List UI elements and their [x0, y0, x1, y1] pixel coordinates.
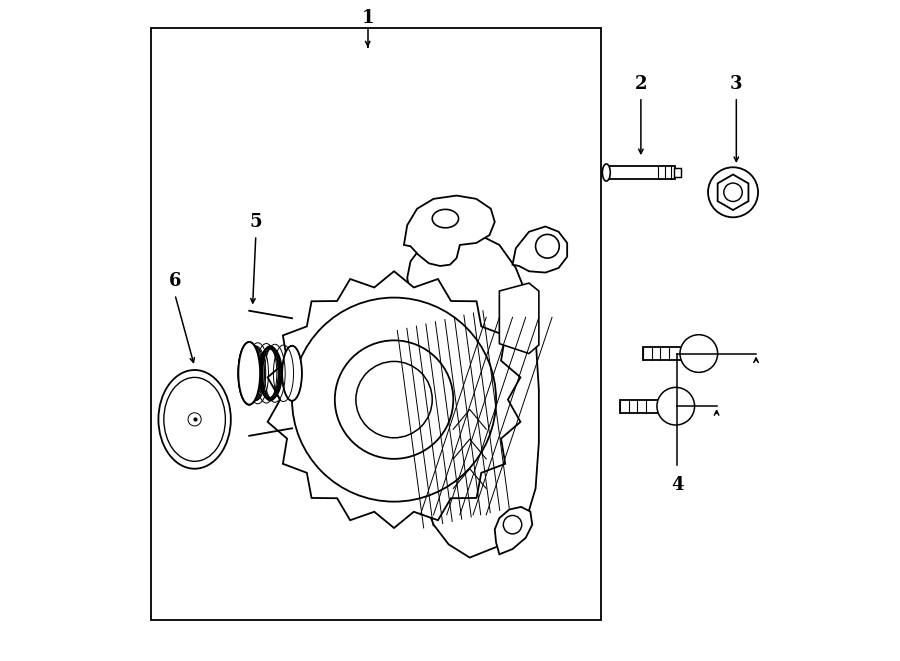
- Circle shape: [335, 340, 454, 459]
- Ellipse shape: [432, 210, 459, 228]
- Bar: [644, 347, 698, 360]
- Ellipse shape: [283, 346, 302, 401]
- Circle shape: [657, 387, 695, 425]
- Text: 3: 3: [730, 75, 742, 93]
- Bar: [150, 28, 601, 620]
- Polygon shape: [512, 227, 567, 272]
- Ellipse shape: [158, 370, 230, 469]
- Polygon shape: [717, 175, 749, 210]
- Ellipse shape: [238, 342, 260, 405]
- Circle shape: [724, 183, 742, 202]
- Circle shape: [356, 362, 432, 438]
- Bar: [674, 168, 680, 177]
- Polygon shape: [404, 196, 495, 266]
- Text: 5: 5: [249, 213, 262, 231]
- Polygon shape: [687, 339, 711, 368]
- Ellipse shape: [238, 342, 260, 405]
- Text: 6: 6: [168, 272, 181, 290]
- Bar: [607, 166, 675, 179]
- Ellipse shape: [164, 377, 225, 461]
- Polygon shape: [500, 283, 539, 354]
- Polygon shape: [407, 233, 539, 558]
- Circle shape: [292, 297, 496, 502]
- Bar: [620, 400, 676, 412]
- Circle shape: [503, 516, 522, 534]
- Polygon shape: [663, 392, 688, 420]
- Circle shape: [680, 334, 717, 372]
- Polygon shape: [495, 507, 532, 555]
- Text: 2: 2: [634, 75, 647, 93]
- Text: 1: 1: [362, 9, 374, 27]
- Circle shape: [536, 235, 559, 258]
- Ellipse shape: [238, 342, 260, 405]
- Polygon shape: [267, 271, 520, 528]
- Text: 4: 4: [670, 476, 683, 494]
- Circle shape: [708, 167, 758, 217]
- Circle shape: [188, 412, 202, 426]
- Ellipse shape: [602, 164, 610, 181]
